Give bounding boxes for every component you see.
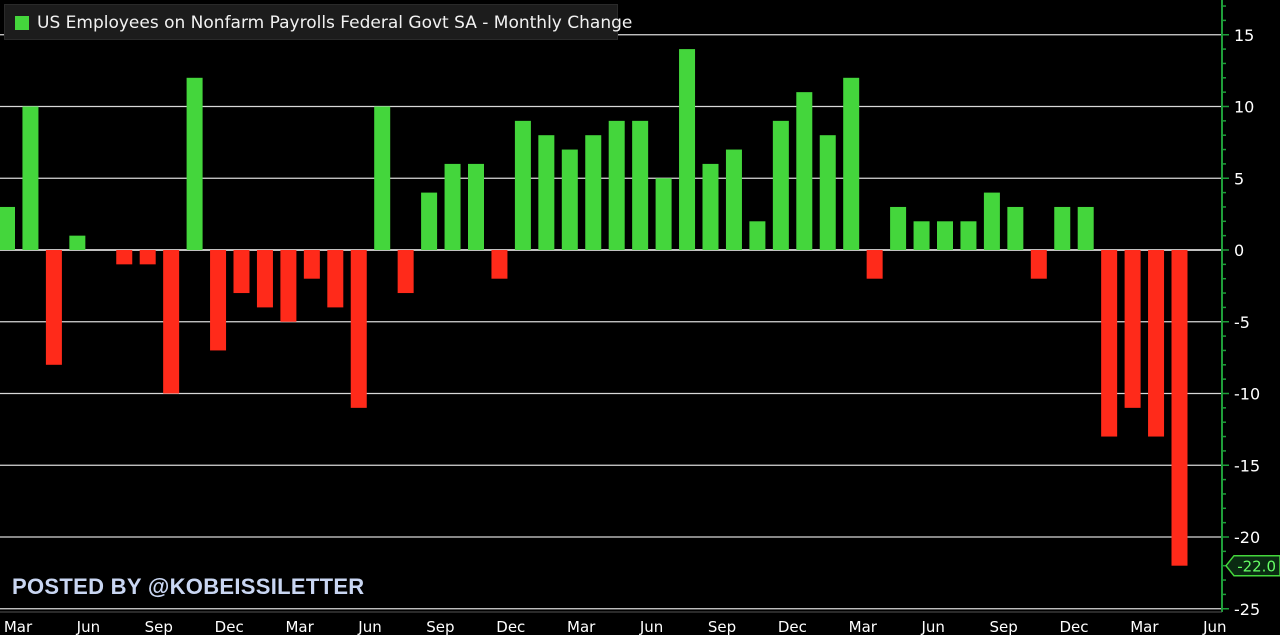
- bar: [796, 92, 813, 251]
- bar: [702, 163, 719, 250]
- bar: [350, 250, 367, 408]
- bar: [725, 149, 742, 250]
- bar: [749, 221, 766, 250]
- bar: [937, 221, 953, 250]
- x-tick-label: Jun: [357, 618, 381, 635]
- bar: [913, 221, 930, 250]
- bar: [186, 77, 203, 250]
- bar: [561, 149, 578, 250]
- bar: [772, 120, 789, 250]
- bar: [1101, 250, 1118, 437]
- bar: [22, 106, 39, 250]
- y-tick-label: -10: [1234, 385, 1260, 404]
- bar: [163, 250, 180, 394]
- bar: [491, 250, 508, 279]
- bar: [632, 120, 649, 250]
- bar: [303, 250, 320, 279]
- bar: [585, 135, 602, 250]
- bar: [280, 250, 297, 322]
- x-tick-label: Dec: [1059, 618, 1088, 635]
- bar: [890, 206, 907, 250]
- x-tick-label: Mar: [285, 618, 314, 635]
- y-tick-label: -5: [1234, 313, 1250, 332]
- x-tick-label: Sep: [145, 618, 173, 635]
- y-tick-label: 10: [1234, 98, 1254, 117]
- last-value-label: -22.0: [1237, 558, 1276, 576]
- bar: [256, 250, 273, 308]
- x-axis-labels: Mar Jun Sep Dec Mar Jun Sep Dec Mar Jun Sep Dec Mar J…: [0, 611, 1227, 635]
- y-tick-label: -25: [1234, 600, 1260, 619]
- last-value-marker: [1225, 554, 1280, 577]
- bar: [866, 250, 883, 279]
- x-tick-label: Mar: [4, 618, 33, 635]
- bar: [397, 250, 414, 294]
- x-tick-label: Mar: [567, 618, 596, 635]
- y-tick-label: 15: [1234, 26, 1254, 45]
- legend-label: US Employees on Nonfarm Payrolls Federal…: [37, 13, 633, 33]
- bar: [983, 192, 1000, 250]
- bar: [960, 221, 977, 250]
- x-tick-label: Dec: [496, 618, 525, 635]
- bar: [1030, 250, 1047, 279]
- last-value-callout: -22.0: [1225, 554, 1280, 577]
- bar: [327, 250, 344, 308]
- bar: [1148, 250, 1165, 437]
- y-tick-label: 5: [1234, 169, 1244, 188]
- bar: [0, 206, 15, 250]
- bar: [1124, 250, 1141, 408]
- x-tick-label: Jun: [1202, 618, 1226, 635]
- bar: [679, 49, 696, 250]
- x-tick-label: Jun: [76, 618, 100, 635]
- bar: [1054, 206, 1071, 250]
- legend: US Employees on Nonfarm Payrolls Federal…: [4, 4, 632, 40]
- bar: [819, 135, 836, 250]
- bar: [514, 120, 531, 250]
- x-tick-label: Jun: [639, 618, 663, 635]
- x-tick-label: Jun: [920, 618, 944, 635]
- bar: [421, 192, 438, 250]
- bar: [655, 178, 672, 250]
- x-tick-label: Dec: [215, 618, 244, 635]
- x-tick-label: Sep: [989, 618, 1017, 635]
- bar: [1171, 250, 1188, 566]
- bar: [233, 250, 250, 294]
- bar: [1077, 206, 1094, 250]
- watermark-text: POSTED BY @KOBEISSILETTER: [12, 574, 365, 599]
- bar: [608, 120, 625, 250]
- y-tick-label: -20: [1234, 528, 1260, 547]
- x-tick-label: Dec: [778, 618, 807, 635]
- bar: [139, 250, 156, 265]
- x-tick-label: Mar: [849, 618, 878, 635]
- bar: [538, 135, 555, 250]
- x-tick-label: Sep: [708, 618, 736, 635]
- bar: [374, 106, 391, 250]
- bar: [210, 250, 227, 351]
- bar: [444, 163, 461, 250]
- y-tick-label: 0: [1234, 241, 1244, 260]
- bars: [0, 49, 1188, 566]
- x-tick-label: Mar: [1130, 618, 1159, 635]
- y-axis: 15 10 5 0 -5 -10 -15 -20 -25: [1221, 0, 1260, 619]
- x-tick-label: Sep: [426, 618, 454, 635]
- bar: [1007, 206, 1024, 250]
- bar: [843, 77, 860, 250]
- bar: [45, 250, 62, 365]
- y-tick-label: -15: [1234, 456, 1260, 475]
- bar: [468, 163, 484, 250]
- bar: [116, 250, 133, 265]
- bar: [69, 235, 86, 250]
- legend-swatch: [15, 16, 29, 30]
